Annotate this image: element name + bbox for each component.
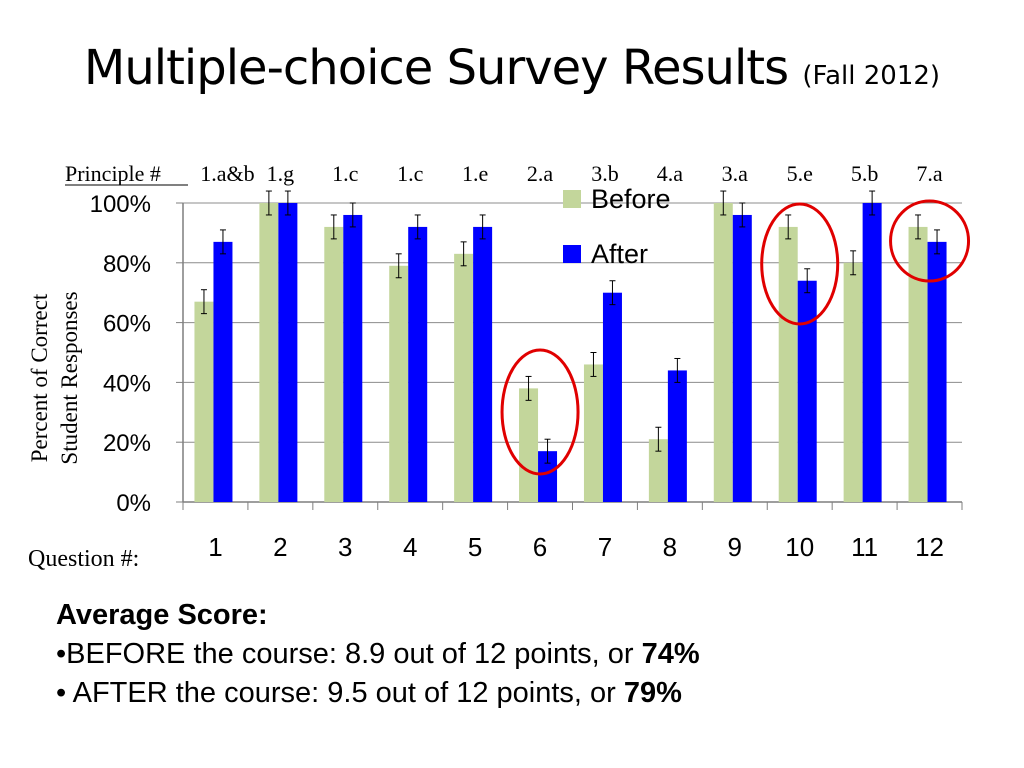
legend-swatch-after: [563, 245, 581, 263]
bar-before-q1: [194, 301, 214, 502]
principle-label-q3: 1.c: [332, 161, 359, 186]
x-tick-label: 9: [728, 532, 742, 562]
bar-after-q1: [213, 241, 233, 502]
y-tick-label: 80%: [103, 251, 151, 278]
bar-before-q4: [389, 265, 409, 502]
bar-before-q3: [324, 226, 344, 503]
bar-after-q2: [278, 203, 298, 502]
bar-after-q10: [797, 280, 817, 502]
summary-heading: Average Score:: [56, 599, 268, 631]
bar-before-q2: [259, 203, 279, 502]
x-tick-label: 1: [208, 532, 222, 562]
summary-before-pct: 74%: [641, 638, 700, 670]
x-tick-label: 6: [533, 532, 547, 562]
bar-before-q12: [908, 226, 928, 503]
bar-after-q5: [473, 226, 493, 503]
principle-label-q9: 3.a: [722, 161, 749, 186]
highlight-circle-q6: [500, 348, 580, 476]
y-axis-label-line1: Percent of Correct: [27, 293, 52, 462]
bar-after-q11: [862, 203, 882, 502]
y-axis-label-line2: Student Responses: [57, 291, 82, 464]
y-tick-label: 100%: [90, 191, 151, 218]
principle-label-q2: 1.g: [267, 161, 295, 186]
x-tick-label: 3: [338, 532, 352, 562]
legend-swatch-before: [563, 190, 581, 208]
highlight-circle-q10: [760, 202, 840, 326]
bar-before-q7: [583, 364, 603, 502]
bar-after-q9: [732, 214, 752, 502]
highlight-circle-q12: [889, 199, 971, 283]
y-tick-label: 40%: [103, 370, 151, 397]
principle-label-q7: 3.b: [591, 161, 619, 186]
x-tick-label: 8: [663, 532, 677, 562]
x-tick-label: 5: [468, 532, 482, 562]
summary-after-line: • AFTER the course: 9.5 out of 12 points…: [56, 674, 976, 713]
principle-label: Principle #: [65, 161, 161, 186]
bar-before-q9: [713, 203, 733, 502]
x-tick-label: 2: [273, 532, 287, 562]
bar-before-q5: [454, 253, 474, 502]
bar-before-q10: [778, 226, 798, 503]
legend-label-before: Before: [591, 184, 671, 214]
x-tick-label: 10: [785, 532, 814, 562]
x-tick-label: 4: [403, 532, 417, 562]
x-tick-label: 12: [915, 532, 944, 562]
summary-after-text: • AFTER the course: 9.5 out of 12 points…: [56, 677, 624, 709]
principle-label-q4: 1.c: [397, 161, 424, 186]
bar-after-q4: [408, 226, 428, 503]
bar-before-q8: [648, 439, 668, 502]
slide-title: Multiple-choice Survey Results (Fall 201…: [0, 38, 1024, 106]
summary-block: Average Score: •BEFORE the course: 8.9 o…: [56, 596, 976, 713]
principle-label-q11: 5.b: [851, 161, 879, 186]
bar-after-q8: [667, 370, 687, 502]
principle-label-q6: 2.a: [527, 161, 554, 186]
y-tick-label: 20%: [103, 430, 151, 457]
bar-before-q11: [843, 262, 863, 502]
summary-before-text: •BEFORE the course: 8.9 out of 12 points…: [56, 638, 642, 670]
legend-label-after: After: [591, 239, 648, 269]
x-axis-label: Question #:: [28, 546, 139, 572]
summary-after-pct: 79%: [623, 677, 682, 709]
bar-after-q12: [927, 241, 947, 502]
bar-after-q7: [602, 292, 622, 502]
y-tick-label: 0%: [116, 490, 151, 517]
bar-chart: 0%20%40%60%80%100%1 2 3 4 5 6 7 8 9 10 11 12Questio…: [27, 161, 971, 572]
y-tick-label: 60%: [103, 311, 151, 338]
principle-label-q12: 7.a: [916, 161, 943, 186]
title-subtitle: (Fall 2012): [802, 61, 941, 91]
principle-label-q1: 1.a&b: [200, 161, 254, 186]
summary-before-line: •BEFORE the course: 8.9 out of 12 points…: [56, 635, 976, 674]
principle-label-q5: 1.e: [462, 161, 488, 186]
x-tick-label: 7: [598, 532, 612, 562]
x-tick-label: 11: [851, 532, 878, 562]
title-main: Multiple-choice Survey Results: [83, 40, 789, 96]
bar-after-q6: [538, 451, 558, 502]
bar-after-q3: [343, 214, 363, 502]
bar-before-q6: [519, 388, 539, 502]
principle-label-q8: 4.a: [657, 161, 684, 186]
principle-label-q10: 5.e: [787, 161, 813, 186]
